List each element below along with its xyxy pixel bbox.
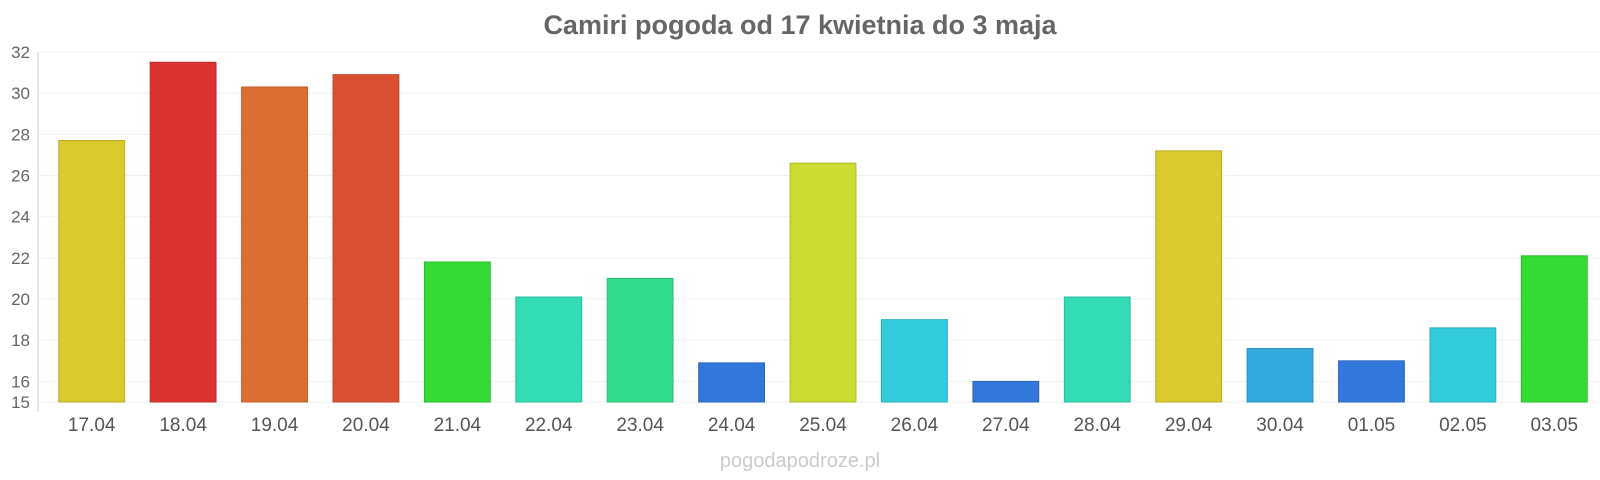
x-tick-label: 22.04 [525,415,573,436]
x-tick-label: 17.04 [68,415,116,436]
x-tick-labels: 17.04 18.04 19.04 20.04 21.04 22.04 23.04 24.04… [68,415,1578,436]
y-tick-label: 16 [11,372,30,391]
x-tick-label: 19.04 [251,415,299,436]
bar-24.04 [698,362,765,403]
y-tick-label: 22 [11,249,30,268]
bar-20.04 [332,74,400,403]
bar-21.04 [423,261,491,403]
x-tick-label: 30.04 [1256,415,1304,436]
x-tick-label: 01.05 [1348,415,1396,436]
bars [58,61,1588,403]
bar-17.04 [58,140,126,403]
y-tick-label: 26 [11,167,30,186]
x-tick-label: 03.05 [1531,415,1579,436]
x-tick-label: 18.04 [159,415,207,436]
bar-23.04 [606,277,674,403]
y-tick-label: 15 [11,393,30,412]
x-tick-label: 28.04 [1073,415,1121,436]
bar-25.04 [789,162,857,403]
y-tick-label: 32 [11,43,30,62]
y-tick-label: 20 [11,290,30,309]
bar-29.04 [1155,150,1223,403]
bar-28.04 [1063,296,1131,403]
y-tick-label: 28 [11,125,30,144]
y-tick-label: 24 [11,208,30,227]
x-tick-label: 25.04 [799,415,847,436]
x-tick-label: 23.04 [616,415,664,436]
bar-03.05 [1520,255,1588,403]
bar-27.04 [972,380,1040,403]
bar-02.05 [1429,327,1497,403]
bar-18.04 [149,61,217,403]
site-watermark: pogodapodroze.pl [719,450,881,472]
bar-26.04 [881,319,948,403]
x-tick-label: 20.04 [342,415,390,436]
y-tick-label: 18 [11,331,30,350]
bar-22.04 [515,296,583,403]
chart-title: Camiri pogoda od 17 kwietnia do 3 maja [543,10,1057,40]
x-tick-label: 26.04 [891,415,939,436]
x-tick-label: 02.05 [1439,415,1487,436]
bar-01.05 [1338,360,1405,403]
bar-30.04 [1246,347,1314,403]
bar-19.04 [241,86,308,403]
x-tick-label: 21.04 [434,415,482,436]
y-tick-label: 30 [11,84,30,103]
y-tick-labels: 15 16 18 20 22 24 26 28 30 32 [11,43,30,412]
x-tick-label: 27.04 [982,415,1030,436]
x-tick-label: 24.04 [708,415,756,436]
x-tick-label: 29.04 [1165,415,1213,436]
